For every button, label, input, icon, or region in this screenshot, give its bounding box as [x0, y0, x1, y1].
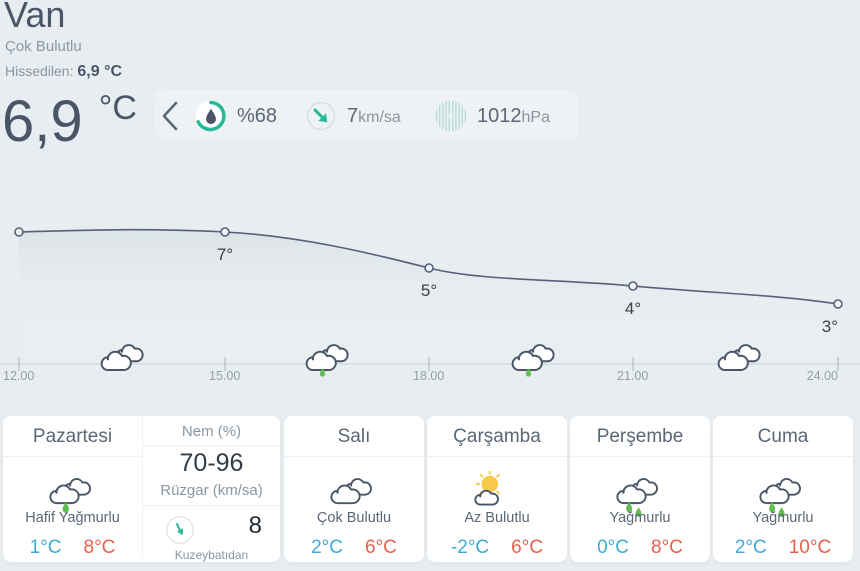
svg-text:5°: 5°	[421, 281, 437, 300]
svg-text:12.00: 12.00	[3, 369, 34, 383]
svg-text:18.00: 18.00	[413, 369, 444, 383]
svg-text:3°: 3°	[822, 317, 838, 336]
svg-text:24.00: 24.00	[807, 369, 838, 383]
svg-text:21.00: 21.00	[617, 369, 648, 383]
svg-text:4°: 4°	[625, 299, 641, 318]
svg-text:15.00: 15.00	[209, 369, 240, 383]
svg-text:7°: 7°	[217, 245, 233, 264]
